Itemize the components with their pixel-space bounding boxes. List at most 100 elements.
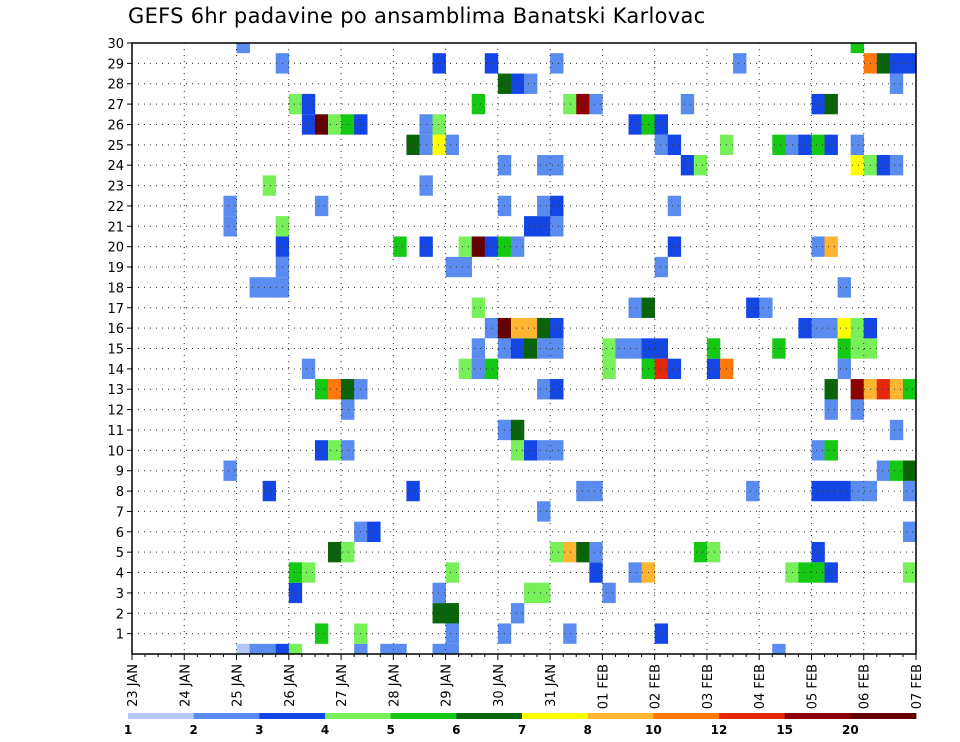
heatmap-cell <box>706 338 721 359</box>
heatmap-cell <box>759 297 773 318</box>
heatmap-cell <box>889 460 904 481</box>
colorbar-swatch <box>587 713 654 719</box>
y-tick-label: 23 <box>107 180 124 195</box>
heatmap-cell <box>471 338 486 359</box>
heatmap-cell <box>667 195 682 217</box>
x-tick-label: 01 FEB <box>596 664 611 709</box>
heatmap-cell <box>628 562 642 583</box>
plot-frame <box>131 42 917 655</box>
x-tick-label: 03 FEB <box>701 664 716 709</box>
heatmap-cell <box>680 93 695 115</box>
heatmap-cell <box>628 338 642 359</box>
x-tick-label: 31 JAN <box>544 664 559 707</box>
heatmap-cell <box>772 134 786 156</box>
heatmap-cell <box>524 216 538 237</box>
heatmap-cell <box>876 460 891 481</box>
heatmap-cell <box>484 53 499 74</box>
heatmap-cell <box>524 73 538 94</box>
x-tick-label: 27 JAN <box>335 664 350 707</box>
heatmap-cell <box>667 134 682 156</box>
heatmap-cell <box>510 603 525 624</box>
heatmap-cell <box>537 195 551 217</box>
heatmap-cell <box>680 155 695 176</box>
heatmap-cell <box>902 521 917 542</box>
heatmap-cell <box>589 480 603 502</box>
heatmap-cell <box>550 379 564 400</box>
colorbar-label: 6 <box>452 723 460 737</box>
heatmap-cell <box>693 541 708 563</box>
colorbar-swatch <box>390 713 457 719</box>
y-tick-label: 28 <box>107 78 124 93</box>
heatmap-cell <box>889 155 904 176</box>
heatmap-cell <box>837 338 851 359</box>
heatmap-cell <box>811 562 825 583</box>
chart-title: GEFS 6hr padavine po ansamblima Banatski… <box>128 4 706 28</box>
colorbar-swatch <box>719 713 786 719</box>
y-tick-label: 17 <box>107 302 124 317</box>
heatmap-cell <box>550 541 564 563</box>
heatmap-cell <box>850 480 865 502</box>
heatmap-cell <box>341 379 355 400</box>
x-tick-label: 23 JAN <box>126 664 141 707</box>
heatmap-cell <box>824 93 838 115</box>
heatmap-cell <box>537 379 551 400</box>
heatmap-cell <box>367 521 381 542</box>
y-tick-label: 14 <box>107 363 124 378</box>
heatmap-cell <box>850 43 865 54</box>
x-tick-label: 28 JAN <box>387 664 402 707</box>
y-tick-label: 1 <box>116 628 124 643</box>
heatmap-cell <box>876 53 891 74</box>
heatmap-cell <box>563 623 577 644</box>
heatmap-cell <box>537 155 551 176</box>
heatmap-cell <box>458 256 473 278</box>
heatmap-cell <box>328 541 342 563</box>
heatmap-cell <box>524 440 538 461</box>
heatmap-cell <box>524 317 538 339</box>
heatmap-cell <box>850 399 865 420</box>
y-tick-label: 22 <box>107 200 124 215</box>
heatmap-cell <box>471 93 486 115</box>
colorbar-swatch <box>653 713 720 719</box>
heatmap-cell <box>654 256 669 278</box>
heatmap-cell <box>654 338 669 359</box>
heatmap-cell <box>510 440 525 461</box>
y-tick-label: 16 <box>107 322 124 337</box>
heatmap-cell <box>889 73 904 94</box>
heatmap-cell <box>824 562 838 583</box>
heatmap-cell <box>524 338 538 359</box>
colorbar-swatch <box>259 713 326 719</box>
heatmap-cell <box>484 317 499 339</box>
heatmap-cell <box>902 562 917 583</box>
y-tick-label: 11 <box>107 424 124 439</box>
heatmap-cell <box>876 379 891 400</box>
heatmap-cell <box>889 379 904 400</box>
heatmap-cell <box>288 582 303 604</box>
heatmap-cell <box>589 562 603 583</box>
heatmap-cell <box>798 134 812 156</box>
heatmap-cell <box>314 379 329 400</box>
colorbar-label: 20 <box>842 723 859 737</box>
heatmap-cell <box>837 480 851 502</box>
y-tick-label: 12 <box>107 404 124 419</box>
heatmap-cell <box>902 460 917 481</box>
y-tick-label: 10 <box>107 444 124 459</box>
heatmap-cell <box>837 317 851 339</box>
heatmap-cell <box>484 358 499 380</box>
heatmap-cell <box>249 643 263 654</box>
heatmap-cell <box>510 73 525 94</box>
heatmap-cell <box>798 317 812 339</box>
heatmap-cell <box>746 297 760 318</box>
heatmap-cell <box>314 440 329 461</box>
heatmap-cell <box>510 317 525 339</box>
y-tick-label: 5 <box>116 546 124 561</box>
colorbar-label: 3 <box>255 723 263 737</box>
heatmap-cell <box>458 236 473 257</box>
heatmap-cell <box>667 358 682 380</box>
y-axis: 1234567891011121314151617181920212223242… <box>107 37 132 643</box>
x-tick-label: 26 JAN <box>283 664 298 707</box>
colorbar-label: 10 <box>645 723 662 737</box>
heatmap-cell <box>824 379 838 400</box>
x-tick-label: 04 FEB <box>753 664 768 709</box>
y-tick-label: 24 <box>107 159 124 174</box>
heatmap-cell <box>471 297 486 318</box>
